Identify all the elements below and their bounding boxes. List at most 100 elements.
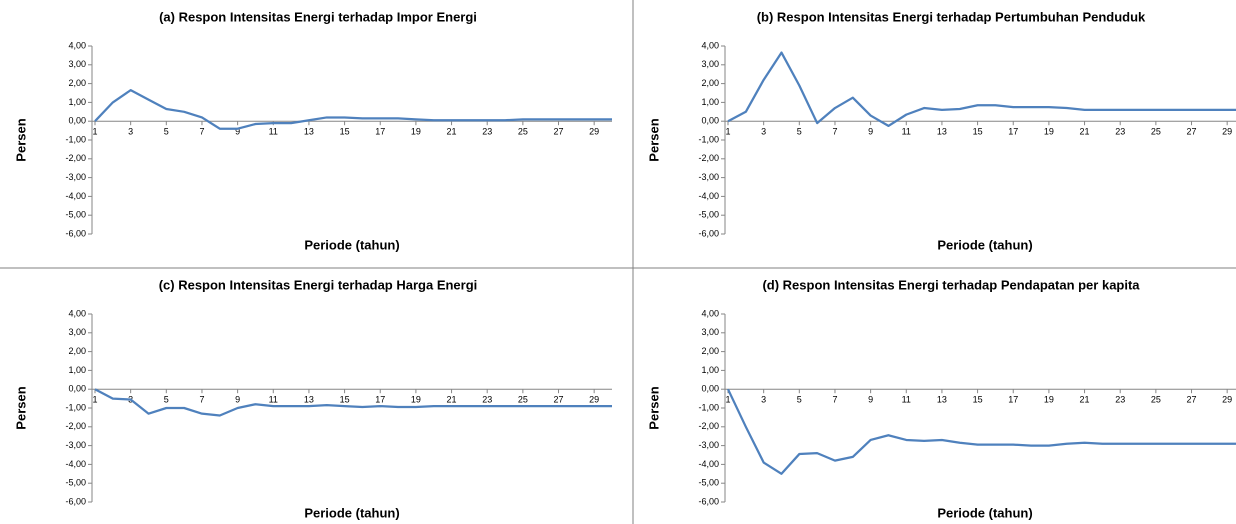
y-tick-label: -2,00 (65, 421, 86, 431)
x-tick-label: 19 (1044, 395, 1054, 405)
y-tick-label: -5,00 (65, 478, 86, 488)
y-tick-label: 2,00 (701, 78, 719, 88)
y-tick-label: -5,00 (698, 210, 719, 220)
y-tick-label: 4,00 (68, 308, 86, 318)
x-tick-label: 27 (554, 395, 564, 405)
y-axis-title: Persen (13, 386, 28, 429)
y-tick-label: -2,00 (698, 153, 719, 163)
line-series (727, 51, 1236, 128)
x-tick-label: 19 (1044, 127, 1054, 137)
x-tick-label: 9 (235, 127, 240, 137)
x-tick-label: 13 (304, 127, 314, 137)
y-tick-label: 0,00 (701, 116, 719, 126)
line-series (94, 388, 612, 417)
y-tick-label: -3,00 (698, 440, 719, 450)
y-tick-label: 2,00 (701, 346, 719, 356)
x-tick-label: 17 (1008, 395, 1018, 405)
y-tick-label: -4,00 (65, 459, 86, 469)
x-tick-label: 9 (868, 395, 873, 405)
y-tick-label: -4,00 (698, 191, 719, 201)
x-tick-label: 27 (1187, 127, 1197, 137)
x-tick-label: 23 (482, 395, 492, 405)
x-tick-label: 19 (411, 395, 421, 405)
x-tick-label: 21 (447, 395, 457, 405)
x-tick-label: 5 (797, 395, 802, 405)
y-tick-label: -6,00 (65, 496, 86, 506)
x-tick-label: 29 (1222, 127, 1232, 137)
chart-title: (a) Respon Intensitas Energi terhadap Im… (159, 9, 477, 24)
y-tick-label: 1,00 (701, 365, 719, 375)
x-tick-label: 9 (235, 395, 240, 405)
x-tick-label: 15 (973, 395, 983, 405)
x-tick-label: 17 (375, 127, 385, 137)
x-tick-label: 5 (797, 127, 802, 137)
x-tick-label: 25 (1151, 395, 1161, 405)
y-tick-label: 4,00 (701, 40, 719, 50)
y-tick-label: 3,00 (68, 327, 86, 337)
y-tick-label: 2,00 (68, 346, 86, 356)
x-tick-label: 15 (340, 395, 350, 405)
x-tick-label: 7 (832, 127, 837, 137)
y-tick-label: -4,00 (698, 459, 719, 469)
x-tick-label: 25 (518, 395, 528, 405)
x-tick-label: 27 (1187, 395, 1197, 405)
line-series (94, 89, 612, 130)
y-axis-title: Persen (646, 386, 661, 429)
x-tick-label: 17 (1008, 127, 1018, 137)
x-tick-label: 15 (973, 127, 983, 137)
y-tick-label: -4,00 (65, 191, 86, 201)
x-tick-label: 3 (128, 127, 133, 137)
x-tick-label: 21 (1080, 395, 1090, 405)
chart-title: (b) Respon Intensitas Energi terhadap Pe… (757, 9, 1146, 24)
y-tick-label: -1,00 (65, 402, 86, 412)
x-tick-label: 7 (199, 395, 204, 405)
x-tick-label: 21 (447, 127, 457, 137)
x-tick-label: 13 (937, 127, 947, 137)
y-tick-label: -1,00 (698, 402, 719, 412)
y-tick-label: 0,00 (701, 384, 719, 394)
x-axis-title: Periode (tahun) (937, 237, 1032, 252)
x-tick-label: 29 (589, 395, 599, 405)
x-tick-label: 23 (482, 127, 492, 137)
x-tick-label: 5 (164, 127, 169, 137)
x-tick-label: 29 (589, 127, 599, 137)
chart-title: (d) Respon Intensitas Energi terhadap Pe… (762, 277, 1140, 292)
y-tick-label: -1,00 (65, 134, 86, 144)
y-tick-label: -5,00 (698, 478, 719, 488)
y-tick-label: 4,00 (701, 308, 719, 318)
y-axis-title: Persen (13, 118, 28, 161)
x-tick-label: 13 (937, 395, 947, 405)
x-tick-label: 25 (518, 127, 528, 137)
x-tick-label: 15 (340, 127, 350, 137)
x-axis-title: Periode (tahun) (937, 505, 1032, 520)
y-tick-label: -3,00 (65, 172, 86, 182)
x-tick-label: 23 (1115, 127, 1125, 137)
x-tick-label: 25 (1151, 127, 1161, 137)
y-tick-label: 3,00 (701, 327, 719, 337)
x-tick-label: 7 (199, 127, 204, 137)
x-tick-label: 11 (902, 395, 911, 405)
x-tick-label: 19 (411, 127, 421, 137)
x-tick-label: 29 (1222, 395, 1232, 405)
x-tick-label: 5 (164, 395, 169, 405)
x-tick-label: 27 (554, 127, 564, 137)
x-tick-label: 3 (761, 127, 766, 137)
y-tick-label: 1,00 (701, 97, 719, 107)
y-tick-label: -6,00 (698, 228, 719, 238)
y-tick-label: 1,00 (68, 365, 86, 375)
y-tick-label: -3,00 (698, 172, 719, 182)
x-axis-title: Periode (tahun) (304, 505, 399, 520)
chart-title: (c) Respon Intensitas Energi terhadap Ha… (159, 277, 478, 292)
x-tick-label: 21 (1080, 127, 1090, 137)
y-tick-label: -6,00 (698, 496, 719, 506)
x-tick-label: 17 (375, 395, 385, 405)
line-series (726, 388, 1236, 475)
y-tick-label: -5,00 (65, 210, 86, 220)
y-tick-label: 1,00 (68, 97, 86, 107)
x-tick-label: 11 (269, 127, 278, 137)
y-axis-title: Persen (646, 118, 661, 161)
x-tick-label: 11 (269, 395, 278, 405)
y-tick-label: 0,00 (68, 116, 86, 126)
y-tick-label: 2,00 (68, 78, 86, 88)
